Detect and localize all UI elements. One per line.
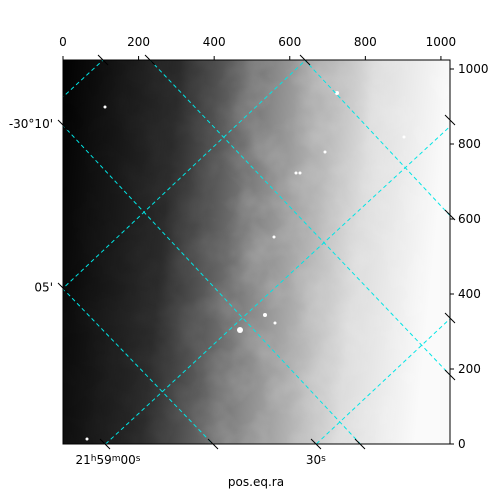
- ra-tick-part: 59: [96, 453, 111, 467]
- world-ticks: [57, 54, 456, 450]
- x-tick-label: 800: [354, 35, 377, 49]
- sky-image: [63, 60, 450, 444]
- y-tick-label: 800: [458, 137, 481, 151]
- y-tick-label: 400: [458, 287, 481, 301]
- x-tick-label: 200: [127, 35, 150, 49]
- x-tick-label: 400: [203, 35, 226, 49]
- ra-tick-part: h: [91, 454, 97, 464]
- dec-tick-label: -30°10': [9, 117, 53, 131]
- ra-tick-part: 21: [75, 453, 90, 467]
- x-axis-label: pos.eq.ra: [228, 475, 284, 489]
- y-tick-label: 600: [458, 212, 481, 226]
- ra-tick-part: s: [136, 454, 141, 464]
- ra-tick-part: m: [112, 454, 121, 464]
- dec-tick-label: 05': [34, 281, 53, 295]
- x-tick-label: 600: [278, 35, 301, 49]
- y-tick-label: 1000: [458, 62, 489, 76]
- x-tick-label: 0: [59, 35, 67, 49]
- x-tick-label: 1000: [426, 35, 457, 49]
- ra-tick-part: 30: [306, 453, 321, 467]
- y-tick-label: 0: [458, 437, 466, 451]
- graticule: [63, 60, 450, 444]
- ra-tick-part: 00: [121, 453, 136, 467]
- ra-tick-part: s: [321, 454, 326, 464]
- ra-tick-label: 30s: [306, 453, 326, 467]
- y-tick-label: 200: [458, 362, 481, 376]
- ra-tick-label: 21h59m00s: [75, 453, 140, 467]
- frame: [62, 59, 451, 445]
